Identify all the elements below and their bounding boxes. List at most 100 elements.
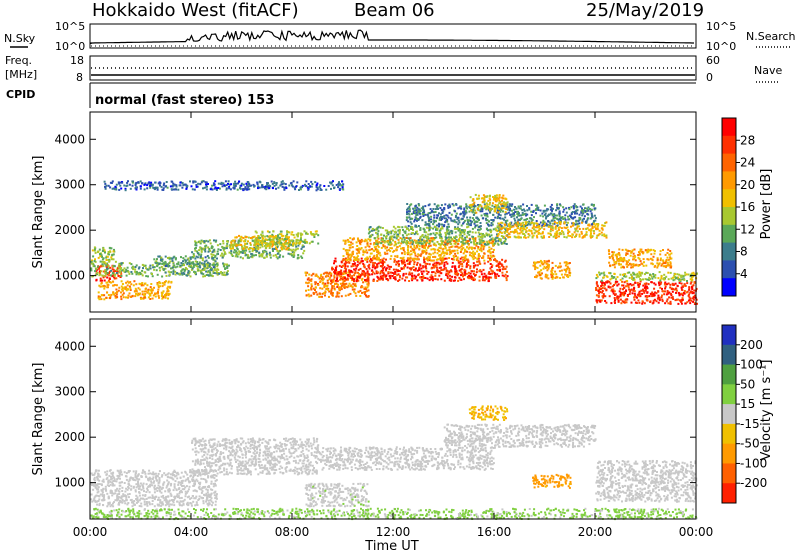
power-cell	[258, 252, 260, 254]
power-cell	[550, 234, 552, 236]
power-cell	[331, 294, 333, 296]
power-cell	[354, 288, 356, 290]
power-cell	[501, 272, 503, 274]
power-cell	[185, 262, 187, 264]
power-cell	[145, 275, 147, 277]
power-cell	[150, 286, 152, 288]
power-cell	[142, 267, 144, 269]
power-cell	[485, 233, 487, 235]
power-cell	[522, 222, 524, 224]
power-cell	[286, 233, 288, 235]
power-cell	[432, 279, 434, 281]
power-cell	[593, 232, 595, 234]
power-cell	[222, 257, 224, 259]
power-cell	[653, 300, 655, 302]
power-cell	[498, 244, 500, 246]
power-cell	[628, 286, 630, 288]
beam-title: Beam 06	[354, 0, 435, 21]
power-cell	[367, 285, 369, 287]
power-cell	[406, 203, 408, 205]
power-cell	[531, 204, 533, 206]
power-cell	[438, 247, 440, 249]
power-cell	[425, 231, 427, 233]
power-cell	[432, 260, 434, 262]
power-cell	[603, 293, 605, 295]
power-cell	[277, 257, 279, 259]
power-cell	[494, 210, 496, 212]
power-cell	[429, 276, 431, 278]
power-cell	[210, 269, 212, 271]
power-cell	[358, 252, 360, 254]
power-cell	[461, 232, 463, 234]
power-cell	[106, 291, 108, 293]
power-cell	[458, 221, 460, 223]
power-cell	[502, 268, 504, 270]
power-cell	[653, 302, 655, 304]
power-cell	[579, 228, 581, 230]
power-cell	[120, 291, 122, 293]
power-cell	[314, 281, 316, 283]
power-cell	[165, 256, 167, 258]
power-cell	[243, 237, 245, 239]
power-cell	[445, 247, 447, 249]
power-cell	[326, 275, 328, 277]
power-cell	[579, 236, 581, 238]
power-cell	[464, 239, 466, 241]
power-cell	[597, 224, 599, 226]
power-cell	[455, 243, 457, 245]
power-cell	[331, 292, 333, 294]
power-cell	[269, 247, 271, 249]
power-cell	[145, 267, 147, 269]
power-cell	[456, 240, 458, 242]
power-cell	[401, 226, 403, 228]
power-cell	[350, 270, 352, 272]
power-cell	[415, 242, 417, 244]
power-cell	[464, 272, 466, 274]
power-cell	[599, 233, 601, 235]
power-cell	[479, 204, 481, 206]
power-cell	[424, 277, 426, 279]
power-cell	[240, 244, 242, 246]
power-cell	[473, 243, 475, 245]
power-cell	[351, 275, 353, 277]
power-cell	[690, 298, 692, 300]
power-cell	[334, 269, 336, 271]
power-cell	[429, 225, 431, 227]
power-cell	[222, 255, 224, 257]
power-cell	[577, 230, 579, 232]
power-cell	[202, 276, 204, 278]
power-cell	[366, 268, 368, 270]
power-cell	[378, 279, 380, 281]
power-cell	[564, 221, 566, 223]
power-cell	[655, 292, 657, 294]
power-cell	[396, 237, 398, 239]
power-cell	[658, 302, 660, 304]
power-cell	[97, 266, 99, 268]
power-cell	[92, 255, 94, 257]
power-cell	[472, 256, 474, 258]
power-cell	[190, 263, 192, 265]
power-cell	[457, 228, 459, 230]
power-cell	[434, 251, 436, 253]
power-cell	[406, 276, 408, 278]
power-cell	[422, 234, 424, 236]
power-cell	[358, 291, 360, 293]
power-cell	[428, 243, 430, 245]
power-cell	[352, 251, 354, 253]
power-cell	[533, 222, 535, 224]
power-cell	[103, 294, 105, 296]
power-cell	[400, 257, 402, 259]
power-cell	[566, 236, 568, 238]
power-cell	[446, 263, 448, 265]
power-cell	[428, 204, 430, 206]
power-cell	[479, 243, 481, 245]
power-cell	[560, 205, 562, 207]
power-cell	[409, 272, 411, 274]
power-cell	[273, 230, 275, 232]
power-cell	[454, 210, 456, 212]
power-cell	[447, 241, 449, 243]
power-cell	[498, 223, 500, 225]
power-cell	[222, 247, 224, 249]
power-cell	[509, 236, 511, 238]
power-cell	[107, 272, 109, 274]
